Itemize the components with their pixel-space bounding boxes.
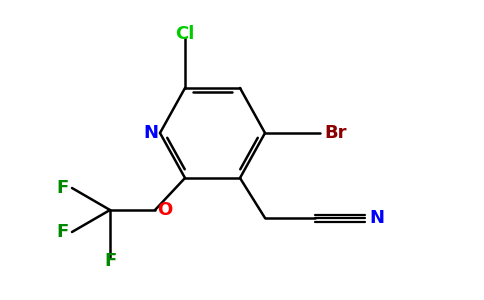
- Text: N: N: [143, 124, 158, 142]
- Text: O: O: [157, 201, 173, 219]
- Text: N: N: [369, 209, 384, 227]
- Text: Br: Br: [324, 124, 347, 142]
- Text: F: F: [57, 179, 69, 197]
- Text: F: F: [104, 252, 116, 270]
- Text: F: F: [57, 223, 69, 241]
- Text: Cl: Cl: [175, 25, 195, 43]
